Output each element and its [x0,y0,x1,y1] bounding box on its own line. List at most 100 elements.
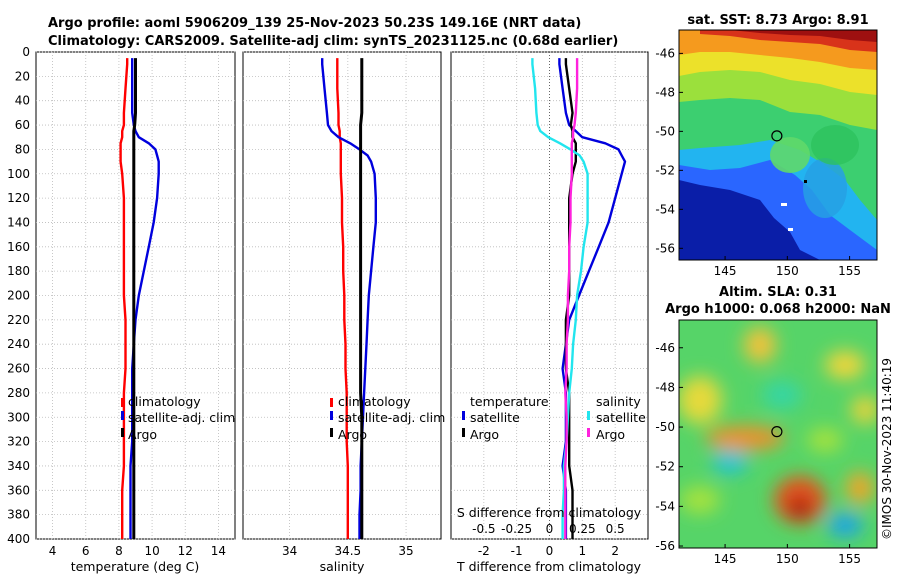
temperature-xlabel: temperature (deg C) [71,559,200,574]
lat-tick: -56 [655,539,675,553]
x-tick-label: -1 [511,544,523,558]
lon-tick: 145 [714,264,737,278]
x-tick-label: 34 [282,544,297,558]
lon-tick: 145 [714,552,737,566]
legend-temperature-heading: temperature [470,394,549,409]
series-argo [132,58,137,539]
legend-argo: Argo [128,427,157,442]
sst-lon-tick-labels: 145 150 155 [714,256,861,278]
x-tick-label: 14 [211,544,226,558]
depth-tick: 240 [7,337,30,351]
temperature-grid [36,51,235,540]
series-salinity-argo [564,58,579,539]
legend-swatch-climatology [330,398,333,407]
argo-position-marker [771,426,783,438]
temperature-x-tick-labels: 4 6 8 10 12 14 [49,544,226,558]
depth-tick: 340 [7,459,30,473]
legend-swatch-sal-satellite [587,411,590,420]
x-tick-label: 2 [611,544,619,558]
sst-map: sat. SST: 8.73 Argo: 8.91 -46 -48 -50 -52 -5… [655,13,878,278]
s-tick-label: 0.25 [569,522,596,536]
lat-tick: -52 [655,163,675,177]
difference-series [531,58,627,539]
series-temperature-argo [564,58,577,539]
legend-temp-satellite: satellite [470,410,520,425]
t-difference-xlabel: T difference from climatology [456,559,642,574]
salinity-series [321,58,377,539]
series-argo [359,58,364,539]
depth-tick: 160 [7,240,30,254]
legend-sal-argo: Argo [596,427,625,442]
x-tick-label: 0 [546,544,554,558]
lat-tick: -54 [655,499,675,513]
lat-tick: -46 [655,46,675,60]
credit-text: ©IMOS 30-Nov-2023 11:40:19 [880,358,894,540]
depth-tick: 180 [7,264,30,278]
legend-swatch-argo [121,428,124,437]
lat-tick: -54 [655,202,675,216]
legend-swatch-temp-satellite [462,411,465,420]
depth-tick: 0 [22,45,30,59]
salinity-legend: climatology satellite-adj. clim Argo [330,394,445,442]
lat-tick: -48 [655,85,675,99]
lon-tick: 155 [838,264,861,278]
sla-lat-tick-labels: -46 -48 -50 -52 -54 -56 [655,341,683,553]
legend-swatch-climatology [121,398,124,407]
depth-tick-labels: 0 20 40 60 80 100 120 140 160 180 200 220 240 260 280 3… [7,45,30,546]
sla-map: Altim. SLA: 0.31 Argo h1000: 0.068 h2000… [655,285,890,566]
sla-map-title-line1: Altim. SLA: 0.31 [719,285,837,300]
s-difference-tick-labels: -0.5 -0.25 0 0.25 0.5 [472,522,625,536]
sst-field [679,30,877,260]
salinity-grid [243,51,441,540]
difference-x-tick-labels: -2 -1 0 1 2 [478,544,619,558]
difference-panel: -2 -1 0 1 2 S difference from climatology -0… [450,51,649,574]
depth-tick: 260 [7,362,30,376]
depth-tick: 60 [15,118,30,132]
legend-temp-argo: Argo [470,427,499,442]
salinity-x-tick-labels: 34 34.5 35 [282,544,414,558]
legend-satellite-adj-clim: satellite-adj. clim [338,410,445,425]
depth-tick: 120 [7,191,30,205]
s-tick-label: 0.5 [606,522,625,536]
lat-tick: -50 [655,420,675,434]
sla-map-frame [678,319,878,549]
legend-swatch-satellite [330,411,333,420]
depth-tick: 400 [7,532,30,546]
figure-title-line1: Argo profile: aoml 5906209_139 25-Nov-20… [48,16,581,31]
salinity-panel: 34 34.5 35 salinity climatology satellite-… [242,51,445,574]
x-tick-label: 10 [144,544,159,558]
depth-tick: 320 [7,435,30,449]
depth-tick: 200 [7,289,30,303]
legend-swatch-argo [330,428,333,437]
temperature-legend: climatology satellite-adj. clim Argo [121,394,235,442]
figure-title-line2: Climatology: CARS2009. Satellite-adj cli… [48,34,618,49]
s-difference-label: S difference from climatology [457,505,642,520]
sst-lat-tick-labels: -46 -48 -50 -52 -54 -56 [655,46,683,255]
depth-tick: 80 [15,142,30,156]
s-tick-label: 0 [546,522,554,536]
lon-tick: 150 [776,264,799,278]
lon-tick: 155 [838,552,861,566]
sla-map-title-line2: Argo h1000: 0.068 h2000: NaN [665,302,891,317]
lat-tick: -52 [655,460,675,474]
legend-salinity-heading: salinity [596,394,641,409]
sla-field [679,320,877,548]
sla-lon-tick-labels: 145 150 155 [714,544,861,566]
legend-swatch-temp-argo [462,428,465,437]
depth-tick: 140 [7,215,30,229]
x-tick-label: 35 [398,544,413,558]
sst-map-title: sat. SST: 8.73 Argo: 8.91 [687,13,868,28]
depth-tick: 300 [7,410,30,424]
lat-tick: -48 [655,380,675,394]
legend-argo: Argo [338,427,367,442]
legend-climatology: climatology [338,394,411,409]
x-tick-label: 1 [579,544,587,558]
difference-legend-salinity: salinity satellite Argo [587,394,646,442]
x-tick-label: 8 [115,544,123,558]
legend-climatology: climatology [128,394,201,409]
depth-tick: 20 [15,69,30,83]
x-tick-label: 12 [178,544,193,558]
difference-legend-temperature: temperature satellite Argo [462,394,549,442]
lat-tick: -46 [655,341,675,355]
